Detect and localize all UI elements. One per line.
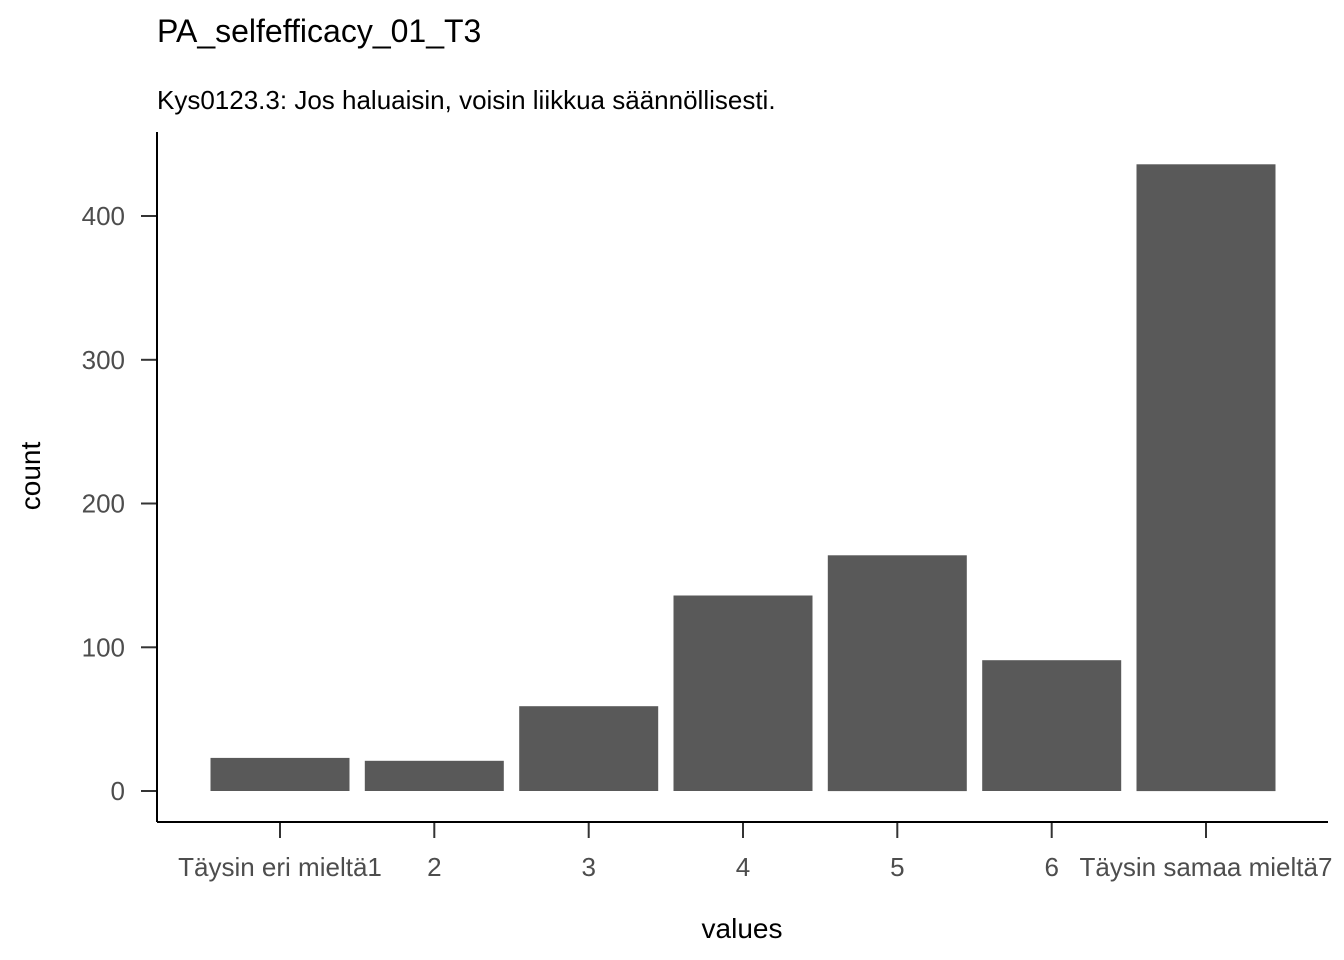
x-tick-label-7: Täysin samaa mieltä7 (1080, 852, 1333, 882)
bars-group (210, 164, 1276, 792)
y-axis: 0 100 200 300 400 (82, 132, 158, 822)
x-tick-label-2: 2 (427, 852, 441, 882)
y-tick-label-0: 0 (111, 776, 125, 806)
bar-4 (673, 595, 813, 791)
chart-title: PA_selfefficacy_01_T3 (157, 13, 481, 49)
bar-6 (982, 660, 1122, 791)
y-tick-label-300: 300 (82, 345, 125, 375)
x-tick-label-6: 6 (1044, 852, 1058, 882)
y-tick-label-200: 200 (82, 489, 125, 519)
bar-2 (364, 760, 504, 791)
x-tick-label-5: 5 (890, 852, 904, 882)
bar-1 (210, 757, 350, 791)
y-tick-label-100: 100 (82, 632, 125, 662)
x-axis: Täysin eri mieltä1 2 3 4 5 6 Täysin samaa miel… (157, 821, 1333, 882)
x-tick-label-4: 4 (736, 852, 750, 882)
x-tick-label-3: 3 (581, 852, 595, 882)
bar-5 (827, 555, 967, 792)
x-axis-title: values (702, 913, 783, 944)
y-tick-label-400: 400 (82, 201, 125, 231)
chart-subtitle: Kys0123.3: Jos haluaisin, voisin liikkua… (157, 85, 776, 115)
y-axis-title: count (15, 442, 46, 511)
x-tick-label-1: Täysin eri mieltä1 (178, 852, 382, 882)
bar-7 (1136, 164, 1276, 792)
bar-3 (519, 706, 659, 791)
